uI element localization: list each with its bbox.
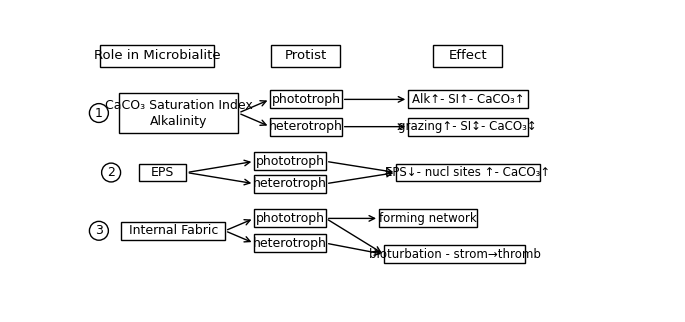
Bar <box>254 152 326 170</box>
Text: forming network: forming network <box>379 212 477 225</box>
Bar <box>379 210 477 227</box>
Bar <box>434 45 502 67</box>
Text: bioturbation - strom→thromb: bioturbation - strom→thromb <box>369 248 540 261</box>
Text: CaCO₃ Saturation Index
Alkalinity: CaCO₃ Saturation Index Alkalinity <box>105 99 252 128</box>
Bar <box>121 222 225 240</box>
Text: Internal Fabric: Internal Fabric <box>129 224 218 237</box>
Text: phototroph: phototroph <box>271 93 340 106</box>
Text: 3: 3 <box>95 224 103 237</box>
Text: Protist: Protist <box>285 50 327 62</box>
Bar <box>271 45 340 67</box>
Text: phototroph: phototroph <box>256 155 325 168</box>
Bar <box>138 164 186 182</box>
Bar <box>254 210 326 227</box>
Bar <box>119 92 238 134</box>
Bar <box>254 175 326 193</box>
Bar <box>396 164 540 182</box>
Ellipse shape <box>90 221 108 240</box>
Bar <box>384 245 525 263</box>
Text: Effect: Effect <box>449 50 487 62</box>
Text: grazing↑- SI↕- CaCO₃↕: grazing↑- SI↕- CaCO₃↕ <box>399 120 537 133</box>
Text: EPS↓- nucl sites ↑- CaCO₃↑: EPS↓- nucl sites ↑- CaCO₃↑ <box>385 166 551 179</box>
Text: Role in Microbialite: Role in Microbialite <box>94 50 221 62</box>
Bar <box>100 45 214 67</box>
Bar <box>270 118 342 136</box>
Ellipse shape <box>90 104 108 122</box>
Bar <box>254 234 326 252</box>
Text: heterotroph: heterotroph <box>269 120 343 133</box>
Text: Alk↑- SI↑- CaCO₃↑: Alk↑- SI↑- CaCO₃↑ <box>412 93 524 106</box>
Text: phototroph: phototroph <box>256 212 325 225</box>
Text: heterotroph: heterotroph <box>253 177 327 190</box>
Bar <box>270 90 342 108</box>
Ellipse shape <box>101 163 121 182</box>
Text: 2: 2 <box>107 166 115 179</box>
Text: heterotroph: heterotroph <box>253 237 327 250</box>
Text: 1: 1 <box>95 107 103 119</box>
Text: EPS: EPS <box>151 166 174 179</box>
Bar <box>408 90 527 108</box>
Bar <box>408 118 527 136</box>
